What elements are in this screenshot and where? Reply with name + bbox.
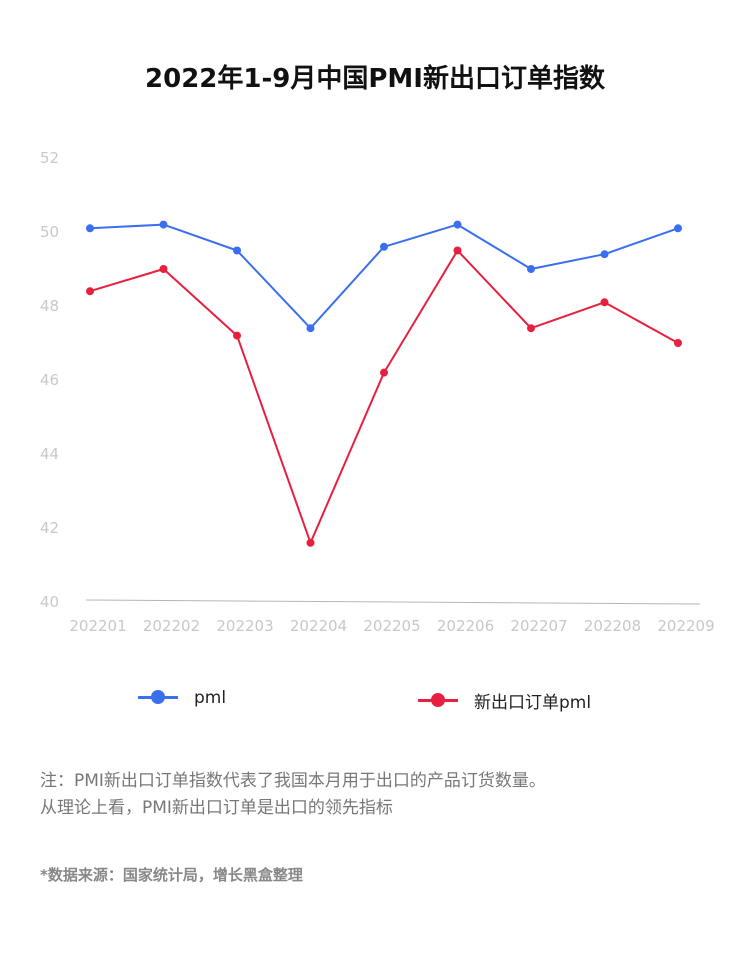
y-tick-label: 42 xyxy=(40,519,59,537)
series-line-1 xyxy=(89,249,679,544)
data-point xyxy=(453,246,462,255)
x-tick-label: 202207 xyxy=(510,617,567,635)
x-tick-label: 202206 xyxy=(437,617,494,635)
data-point xyxy=(159,220,168,229)
legend-swatch-export-orders xyxy=(418,692,458,707)
x-tick-label: 202202 xyxy=(143,617,200,635)
data-point xyxy=(159,265,168,273)
y-tick-label: 44 xyxy=(40,445,59,463)
data-point xyxy=(233,331,241,340)
data-point xyxy=(86,224,94,233)
data-point xyxy=(233,246,241,255)
x-tick-label: 202205 xyxy=(363,617,420,635)
y-axis-ticks: 40 42 44 46 48 50 52 xyxy=(40,149,59,611)
data-point xyxy=(527,324,535,333)
legend-item-pml: pml xyxy=(138,688,226,708)
x-axis-line xyxy=(85,599,701,605)
series-points xyxy=(86,220,682,547)
data-source: *数据来源：国家统计局，增长黑盒整理 xyxy=(40,866,303,884)
data-point xyxy=(527,265,535,273)
x-tick-label: 202201 xyxy=(69,617,126,635)
data-point xyxy=(600,298,609,307)
chart-title: 2022年1-9月中国PMI新出口订单指数 xyxy=(145,64,605,94)
x-tick-label: 202203 xyxy=(216,617,273,635)
legend-swatch-pml xyxy=(138,690,178,704)
data-point xyxy=(86,287,94,296)
y-tick-label: 52 xyxy=(40,149,59,167)
data-point xyxy=(380,242,388,251)
legend-label-export-orders: 新出口订单pml xyxy=(474,693,592,713)
data-point xyxy=(453,220,462,229)
data-point xyxy=(674,339,682,347)
data-point xyxy=(600,250,609,259)
data-point xyxy=(380,368,388,377)
x-tick-label: 202204 xyxy=(290,617,347,635)
legend-item-export-orders: 新出口订单pml xyxy=(418,688,591,713)
x-axis-ticks: 202201 202202 202203 202204 202205 202206 2022… xyxy=(69,617,714,635)
y-tick-label: 48 xyxy=(40,297,59,315)
chart-note: 注：PMI新出口订单指数代表了我国本月用于出口的产品订货数量。 从理论上看，PM… xyxy=(40,768,720,822)
series-lines xyxy=(89,223,679,544)
y-tick-label: 40 xyxy=(40,593,59,611)
series-line-0 xyxy=(89,223,679,330)
note-line-1: 注：PMI新出口订单指数代表了我国本月用于出口的产品订货数量。 xyxy=(40,771,546,791)
legend-label-pml: pml xyxy=(194,688,227,708)
y-tick-label: 50 xyxy=(40,223,59,241)
y-tick-label: 46 xyxy=(40,371,59,389)
note-line-2: 从理论上看，PMI新出口订单是出口的领先指标 xyxy=(40,798,393,818)
x-tick-label: 202209 xyxy=(657,617,714,635)
data-point xyxy=(306,324,315,333)
data-point xyxy=(674,224,682,233)
data-point xyxy=(306,538,315,547)
x-tick-label: 202208 xyxy=(584,617,641,635)
